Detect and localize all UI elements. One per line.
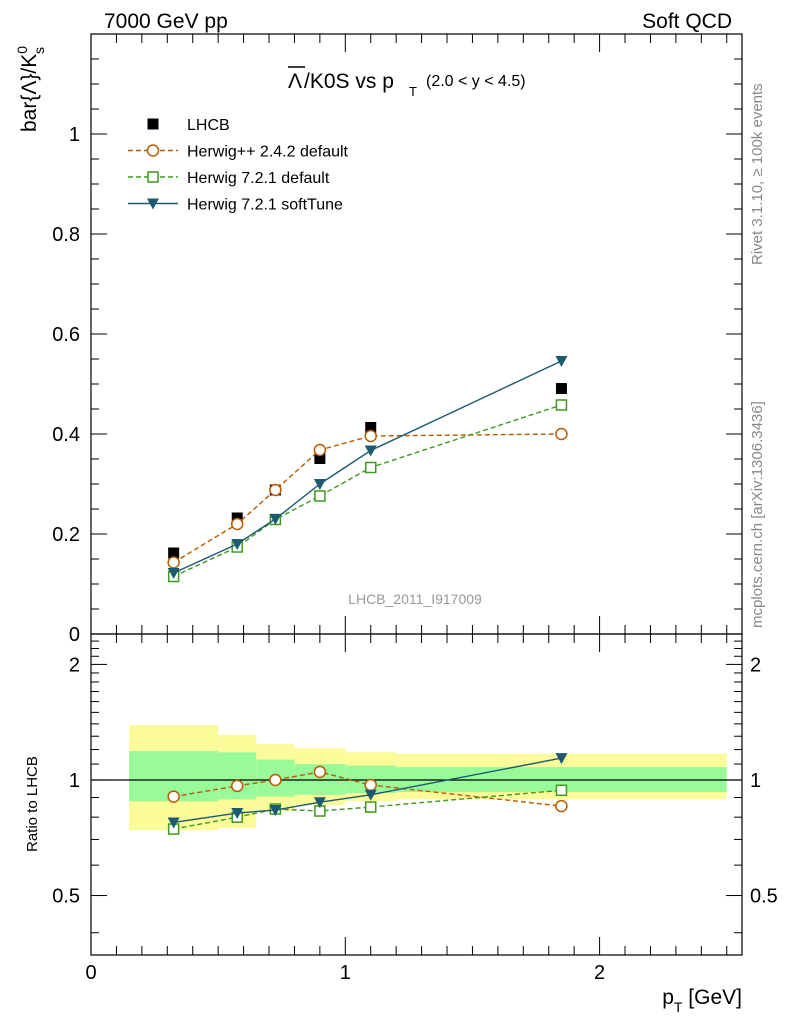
ratio-point-softtune xyxy=(555,753,568,765)
xlabel-prefix: p xyxy=(662,986,674,1009)
ratio-y-tick-label-right: 2 xyxy=(750,654,761,676)
point-herwigpp xyxy=(313,443,327,457)
legend-item-herwigpp: Herwig++ 2.4.2 default xyxy=(128,144,349,161)
legend-label: Herwig 7.2.1 default xyxy=(187,170,330,187)
plot-title: Λ /K0S vs p T (2.0 < y < 4.5) xyxy=(288,66,526,99)
series-herwigpp xyxy=(167,427,568,569)
point-herwig721 xyxy=(555,399,568,411)
ratio-panel: 0.5 0.5 1 1 2 2 0 1 2 Ratio to LHCB xyxy=(24,633,778,984)
ratio-y-tick-label: 1 xyxy=(69,770,80,792)
series-softtune xyxy=(167,356,568,579)
point-herwigpp xyxy=(167,556,180,569)
x-tick-label: 0 xyxy=(85,962,96,984)
header-right: Soft QCD xyxy=(642,10,732,33)
main-panel: 0 0.2 0.4 0.6 0.8 1 LHCB_2011_I917009 Λ /K0S … xyxy=(14,33,743,646)
header-left: 7000 GeV pp xyxy=(104,10,228,33)
legend-marker xyxy=(147,171,159,183)
ratio-point-herwigpp xyxy=(230,779,244,793)
ratio-series-layer xyxy=(167,753,568,835)
ratio-y-tick-label-right: 1 xyxy=(750,770,761,792)
point-herwig721 xyxy=(314,490,326,502)
ratio-frame xyxy=(90,633,743,956)
ratio-point-herwig721 xyxy=(364,801,377,813)
legend-item-lhcb: LHCB xyxy=(147,117,230,134)
rivet-label: Rivet 3.1.10, ≥ 100k events xyxy=(749,83,766,265)
main-y-tick-label: 0.4 xyxy=(52,424,80,446)
series-line-herwig721 xyxy=(173,404,562,578)
title-range: (2.0 < y < 4.5) xyxy=(426,73,526,90)
point-herwigpp xyxy=(555,427,568,441)
legend-label: Herwig 7.2.1 softTune xyxy=(187,197,343,214)
ratio-y-tick-label: 0.5 xyxy=(52,886,80,908)
legend-marker xyxy=(147,198,159,210)
mcplots-label: mcplots.cern.ch [arXiv:1306.3436] xyxy=(749,401,766,628)
xlabel-unit: [GeV] xyxy=(682,986,742,1009)
band-inner xyxy=(218,752,257,800)
point-lhcb xyxy=(365,422,377,433)
legend-marker xyxy=(146,144,160,157)
point-herwigpp xyxy=(364,429,377,443)
legend-label: Herwig++ 2.4.2 default xyxy=(187,144,349,161)
ratio-point-herwigpp xyxy=(555,799,568,813)
ratio-point-softtune xyxy=(167,817,180,829)
ratio-point-softtune xyxy=(313,797,326,809)
xlabel-sub: T xyxy=(674,999,683,1015)
ratio-bands xyxy=(129,725,727,831)
legend-marker xyxy=(147,118,159,130)
ratio-point-herwigpp xyxy=(269,773,282,787)
ratio-series-softtune xyxy=(167,753,568,829)
ratio-point-herwigpp xyxy=(167,790,180,803)
point-softtune xyxy=(167,568,180,579)
x-tick-label: 1 xyxy=(340,962,351,984)
point-softtune xyxy=(269,514,282,525)
ratio-y-tick-label-right: 0.5 xyxy=(750,886,778,908)
main-y-tick-label: 0.2 xyxy=(52,524,80,546)
main-ticks: 0 0.2 0.4 0.6 0.8 1 xyxy=(52,33,742,646)
ratio-point-herwigpp xyxy=(364,778,377,792)
point-softtune xyxy=(231,539,244,550)
main-y-tick-label: 0 xyxy=(69,624,80,646)
point-softtune xyxy=(555,356,568,367)
point-softtune xyxy=(313,479,326,490)
ratio-point-softtune xyxy=(231,808,244,820)
point-lhcb xyxy=(555,383,567,394)
legend: LHCB Herwig++ 2.4.2 default Herwig 7.2.1 d… xyxy=(128,117,349,214)
ratio-y-tick-label: 2 xyxy=(69,654,80,676)
ratio-point-herwigpp xyxy=(313,765,327,779)
ylabel-main-sup: 0 xyxy=(14,46,30,54)
point-lhcb xyxy=(314,453,326,464)
watermark: LHCB_2011_I917009 xyxy=(348,591,482,607)
title-sub: T xyxy=(409,84,417,99)
title-lambda: Λ xyxy=(288,70,302,93)
main-y-tick-label: 0.8 xyxy=(52,224,80,246)
point-herwigpp xyxy=(269,483,282,497)
main-ylabel: bar{Λ}/K0s xyxy=(14,46,47,132)
title-main: /K0S vs p xyxy=(304,70,394,93)
ylabel-main-sub: s xyxy=(31,47,47,54)
point-lhcb xyxy=(168,547,180,559)
legend-label: LHCB xyxy=(187,117,230,134)
ratio-point-herwig721 xyxy=(555,784,568,797)
x-axis-label: pT [GeV] xyxy=(662,986,742,1015)
ratio-point-softtune xyxy=(269,805,282,817)
main-y-tick-label: 1 xyxy=(69,124,80,146)
x-tick-label: 2 xyxy=(594,962,605,984)
point-herwig721 xyxy=(364,461,377,474)
legend-item-softtune: Herwig 7.2.1 softTune xyxy=(128,197,343,214)
ratio-point-softtune xyxy=(364,789,377,801)
ratio-ylabel: Ratio to LHCB xyxy=(24,756,41,852)
legend-item-herwig721: Herwig 7.2.1 default xyxy=(128,170,330,187)
ratio-ticks: 0.5 0.5 1 1 2 2 0 1 2 xyxy=(52,633,778,984)
series-line-softtune xyxy=(173,360,562,574)
point-herwigpp xyxy=(230,517,244,531)
main-y-tick-label: 0.6 xyxy=(52,324,80,346)
svg-text:bar{Λ}/K0s: bar{Λ}/K0s xyxy=(14,46,47,132)
main-series-layer xyxy=(167,356,568,583)
series-line-herwigpp xyxy=(173,433,562,564)
ylabel-main-prefix: bar{Λ}/K xyxy=(18,54,41,132)
ratio-line-softtune xyxy=(173,757,562,824)
point-softtune xyxy=(364,445,377,457)
